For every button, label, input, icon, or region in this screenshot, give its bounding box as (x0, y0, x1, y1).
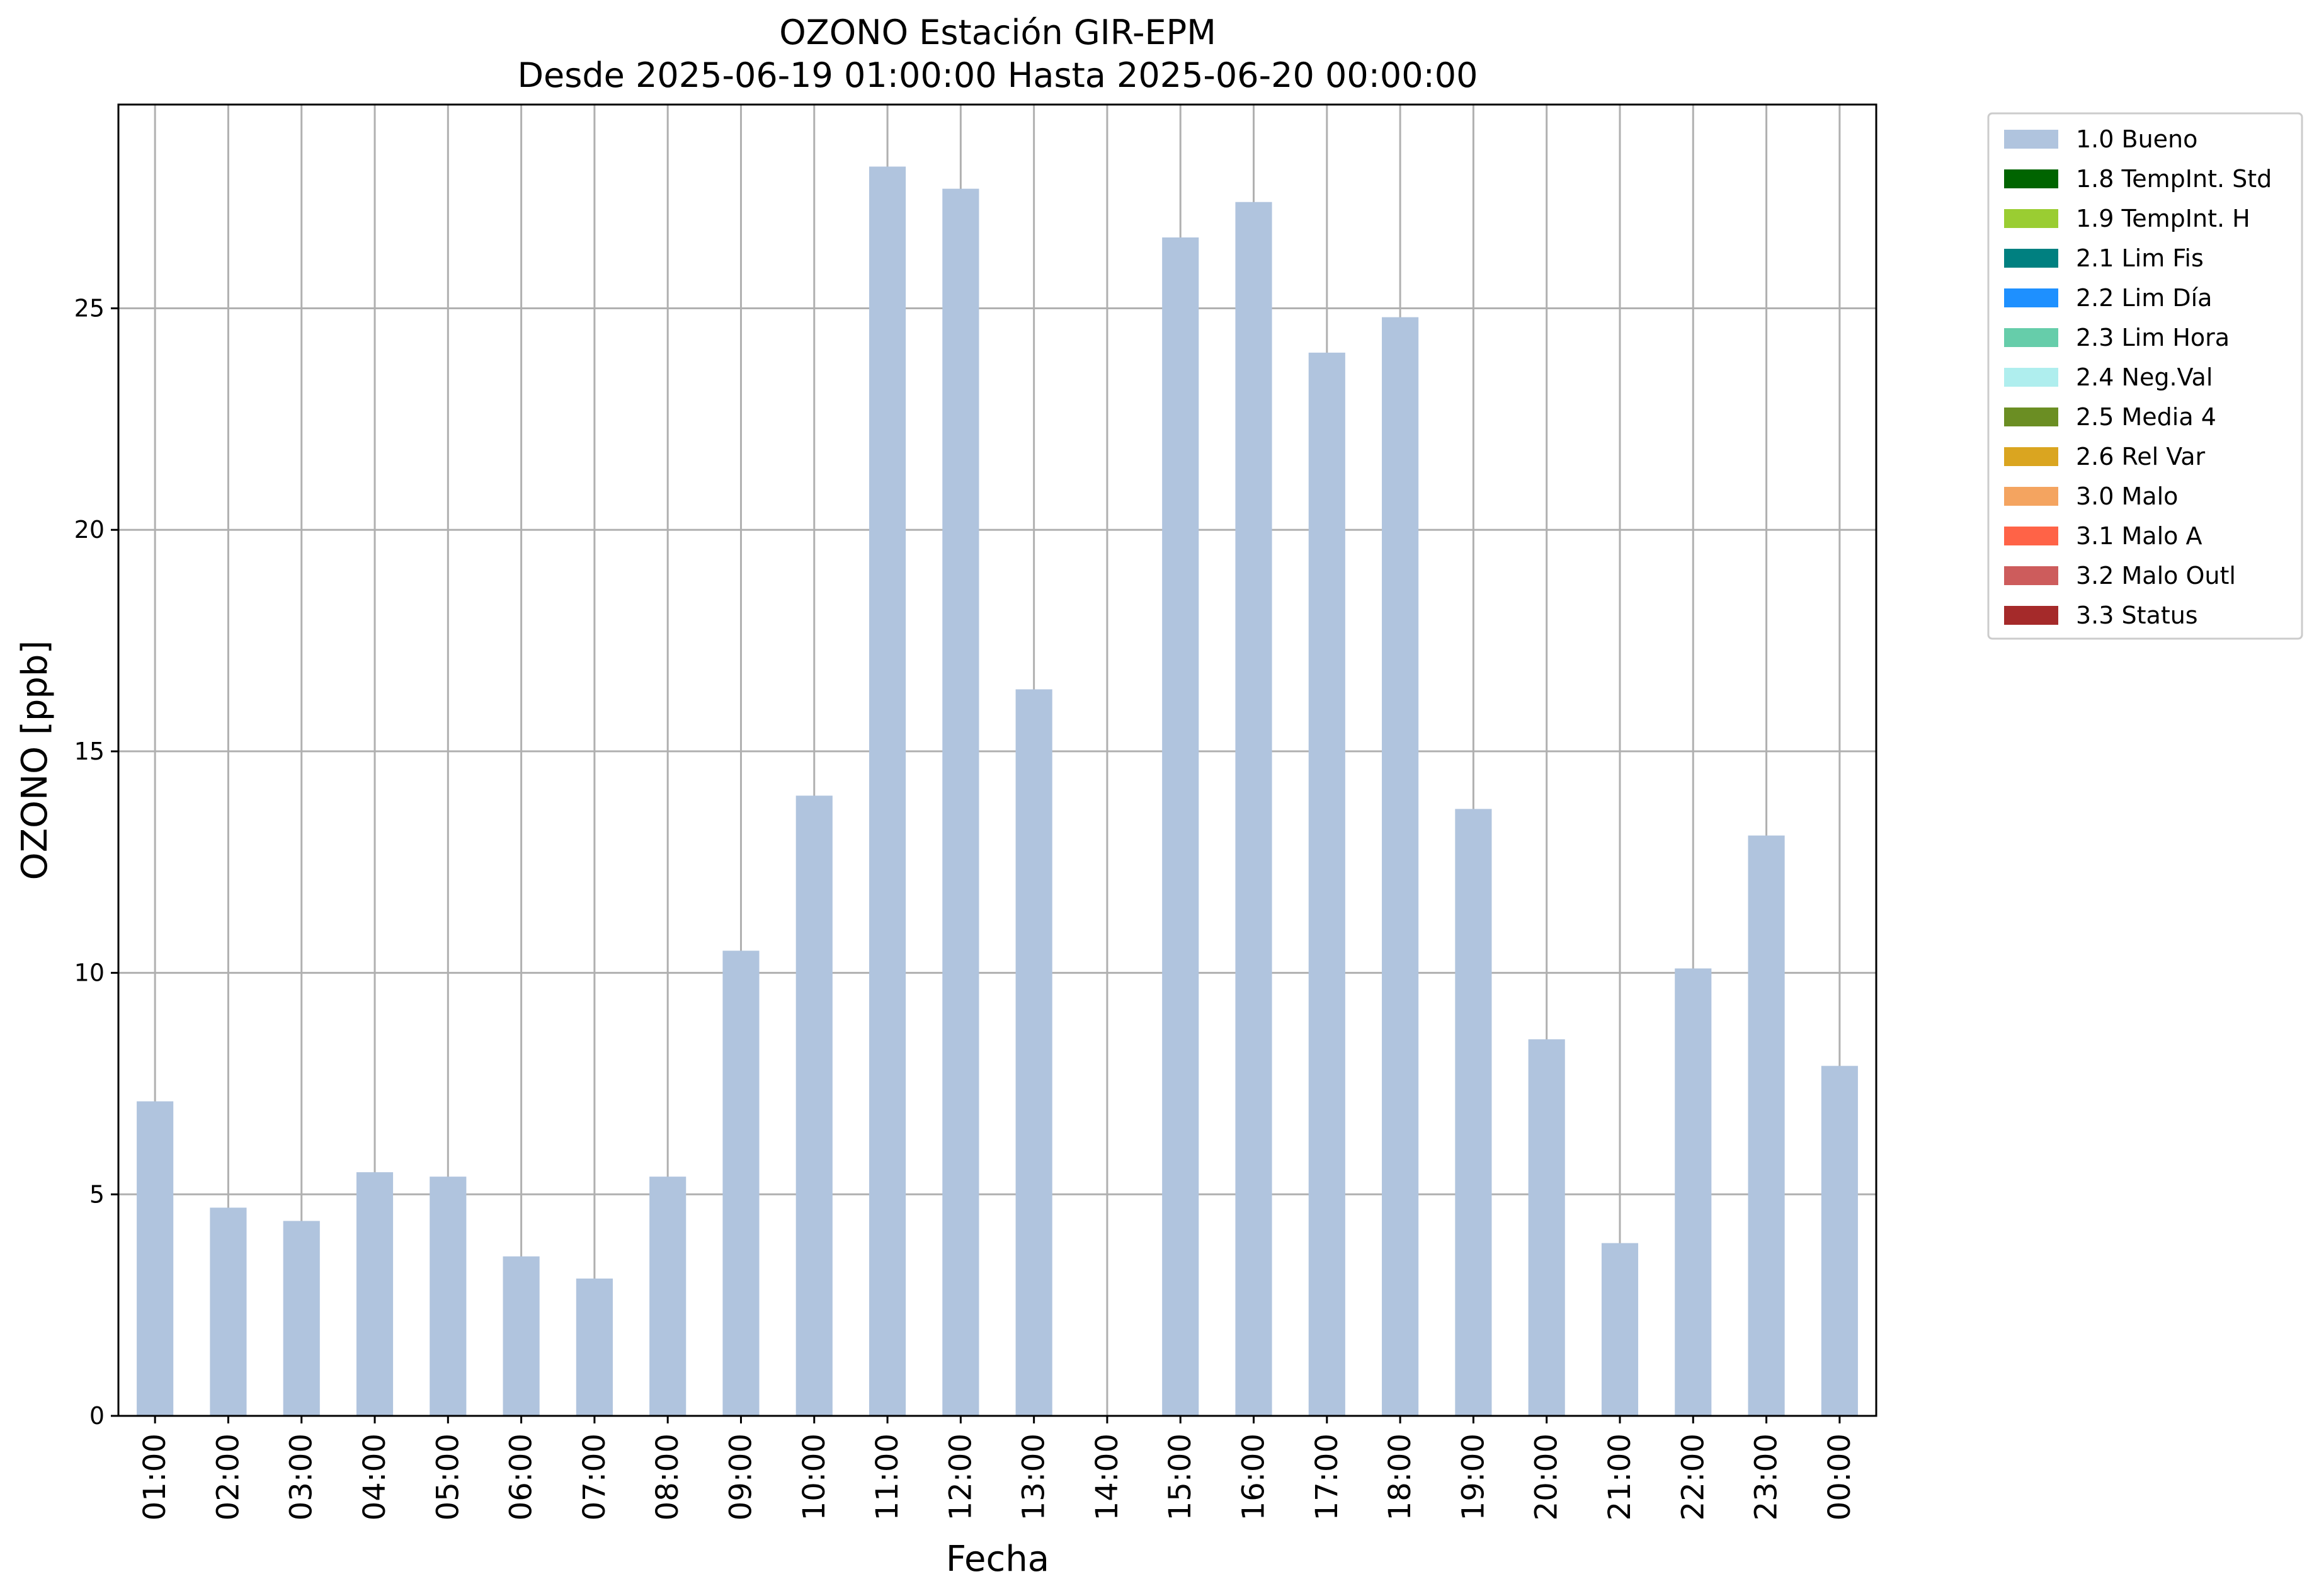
legend-swatch (2004, 288, 2058, 307)
y-tick-label: 15 (74, 738, 105, 765)
x-tick-label: 16:00 (1236, 1434, 1272, 1520)
legend-swatch (2004, 328, 2058, 347)
y-tick-label: 5 (89, 1180, 105, 1208)
legend-swatch (2004, 606, 2058, 625)
bar-1200 (942, 188, 979, 1416)
legend-label: 3.2 Malo Outl (2076, 562, 2236, 590)
legend-swatch (2004, 169, 2058, 188)
bar-0300 (283, 1221, 320, 1416)
x-tick-label: 09:00 (723, 1434, 758, 1520)
bar-1800 (1382, 317, 1419, 1416)
y-axis-label: OZONO [ppb] (14, 641, 55, 881)
legend-label: 2.3 Lim Hora (2076, 324, 2230, 351)
x-tick-label: 01:00 (137, 1434, 173, 1520)
legend-label: 2.1 Lim Fis (2076, 244, 2204, 272)
bar-0700 (576, 1278, 613, 1416)
chart-title: OZONO Estación GIR-EPM (779, 13, 1216, 52)
bar-1000 (795, 795, 833, 1416)
legend-box (1987, 112, 2303, 640)
x-tick-label: 12:00 (943, 1434, 978, 1520)
x-tick-label: 14:00 (1090, 1434, 1125, 1520)
bar-0100 (137, 1101, 174, 1416)
x-tick-label: 08:00 (650, 1434, 685, 1520)
x-tick-label: 04:00 (357, 1434, 392, 1520)
legend-label: 2.6 Rel Var (2076, 443, 2206, 470)
x-tick-label: 00:00 (1822, 1434, 1857, 1520)
bar-2300 (1748, 835, 1785, 1416)
plot-frame (117, 103, 1877, 1417)
legend-label: 2.5 Media 4 (2076, 403, 2216, 431)
legend-swatch (2004, 130, 2058, 149)
x-tick-label: 21:00 (1602, 1434, 1638, 1520)
x-tick-label: 22:00 (1675, 1434, 1711, 1520)
bar-0500 (430, 1177, 467, 1416)
x-tick-label: 13:00 (1017, 1434, 1052, 1520)
x-tick-label: 06:00 (504, 1434, 539, 1520)
axis-ticks: 0 5 10 15 20 25 01:00 02:00 03:00 04:00 05:00 06:00… (74, 295, 1857, 1521)
x-tick-label: 10:00 (797, 1434, 832, 1520)
bar-0400 (356, 1172, 394, 1416)
bar-2200 (1675, 968, 1712, 1416)
bars (137, 166, 1858, 1416)
legend-swatch (2004, 249, 2058, 268)
x-tick-label: 03:00 (284, 1434, 319, 1520)
legend-swatch (2004, 566, 2058, 585)
chart-subtitle: Desde 2025-06-19 01:00:00 Hasta 2025-06-… (517, 55, 1478, 95)
legend-label: 3.1 Malo A (2076, 522, 2202, 550)
bar-2100 (1601, 1243, 1639, 1416)
bar-0200 (210, 1207, 247, 1416)
y-tick-label: 25 (74, 295, 105, 322)
y-tick-label: 20 (74, 516, 105, 544)
x-tick-label: 15:00 (1163, 1434, 1198, 1520)
legend-swatch (2004, 487, 2058, 506)
legend-label: 3.0 Malo (2076, 482, 2178, 510)
legend-swatch (2004, 527, 2058, 545)
x-tick-label: 18:00 (1382, 1434, 1418, 1520)
legend: 1.0 Bueno 1.8 TempInt. Std 1.9 TempInt. H 2… (1987, 112, 2303, 640)
x-tick-label: 17:00 (1309, 1434, 1345, 1520)
bar-0900 (722, 950, 760, 1416)
legend-label: 1.9 TempInt. H (2076, 205, 2250, 232)
y-tick-label: 10 (74, 959, 105, 987)
x-tick-label: 23:00 (1749, 1434, 1784, 1520)
legend-label: 2.4 Neg.Val (2076, 363, 2213, 391)
legend-swatch (2004, 209, 2058, 228)
y-tick-label: 0 (89, 1402, 105, 1430)
legend-swatch (2004, 368, 2058, 387)
bar-1100 (869, 166, 906, 1416)
x-tick-label: 11:00 (870, 1434, 905, 1520)
x-tick-label: 19:00 (1456, 1434, 1491, 1520)
bar-1500 (1162, 237, 1199, 1416)
x-tick-label: 05:00 (430, 1434, 465, 1520)
bar-0800 (649, 1177, 687, 1416)
legend-label: 2.2 Lim Día (2076, 284, 2212, 312)
bar-0600 (503, 1256, 540, 1416)
legend-label: 1.8 TempInt. Std (2076, 165, 2272, 193)
bar-1600 (1235, 202, 1272, 1416)
x-tick-label: 20:00 (1529, 1434, 1564, 1520)
bar-1300 (1015, 689, 1052, 1416)
bar-1900 (1455, 809, 1492, 1416)
legend-swatch (2004, 447, 2058, 466)
x-axis-label: Fecha (946, 1539, 1049, 1580)
x-tick-label: 07:00 (577, 1434, 612, 1520)
bar-0000 (1821, 1066, 1858, 1416)
legend-label: 1.0 Bueno (2076, 125, 2197, 153)
bar-1700 (1308, 352, 1345, 1416)
bar-2000 (1528, 1039, 1565, 1416)
legend-swatch (2004, 408, 2058, 426)
legend-label: 3.3 Status (2076, 601, 2198, 629)
x-tick-label: 02:00 (210, 1434, 246, 1520)
